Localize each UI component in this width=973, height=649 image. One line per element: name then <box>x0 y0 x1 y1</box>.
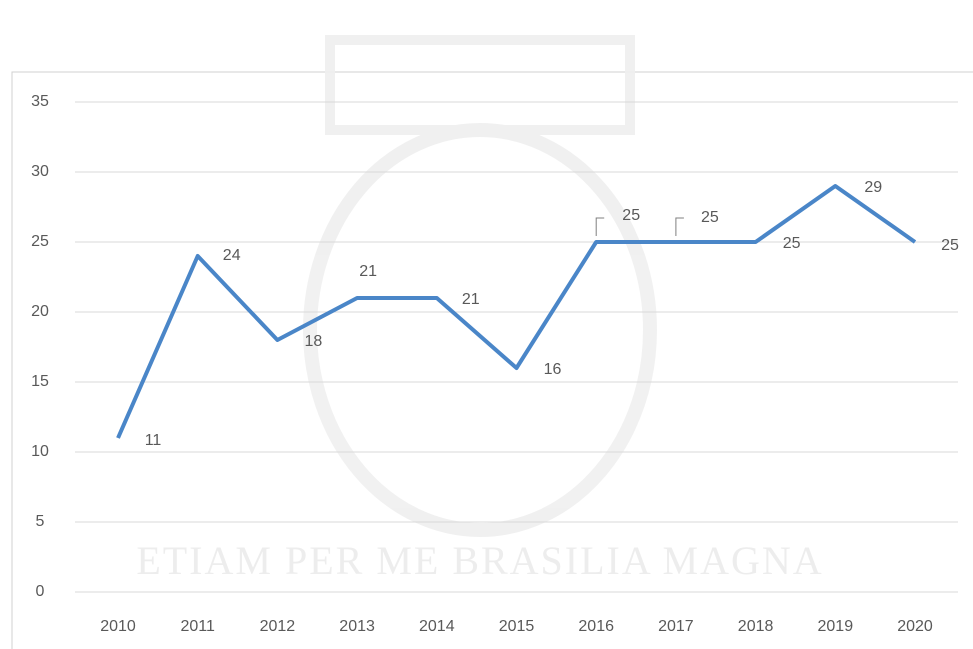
data-label: 24 <box>223 247 241 264</box>
x-tick-label: 2020 <box>897 618 933 635</box>
label-leader <box>675 217 684 236</box>
watermark-crown <box>325 35 635 135</box>
y-tick-label: 10 <box>31 443 49 460</box>
y-tick-label: 25 <box>31 233 49 250</box>
x-tick-label: 2016 <box>578 618 614 635</box>
x-tick-label: 2018 <box>738 618 774 635</box>
y-tick-label: 5 <box>36 513 45 530</box>
x-tick-label: 2017 <box>658 618 694 635</box>
data-label: 18 <box>305 333 323 350</box>
x-tick-label: 2019 <box>818 618 854 635</box>
y-tick-label: 15 <box>31 373 49 390</box>
chart-frame <box>11 71 973 649</box>
x-tick-label: 2012 <box>260 618 296 635</box>
x-tick-label: 2011 <box>180 618 215 635</box>
x-tick-label: 2015 <box>499 618 535 635</box>
x-tick-label: 2014 <box>419 618 455 635</box>
x-tick-label: 2013 <box>339 618 375 635</box>
data-label: 21 <box>359 263 377 280</box>
data-label: 25 <box>783 235 801 252</box>
y-tick-label: 30 <box>31 163 49 180</box>
watermark: ETIAM PER ME BRASILIA MAGNA <box>136 35 823 583</box>
data-label: 16 <box>544 361 562 378</box>
data-label: 21 <box>462 291 480 308</box>
y-tick-label: 0 <box>36 583 45 600</box>
watermark-text: ETIAM PER ME BRASILIA MAGNA <box>136 538 823 583</box>
y-tick-label: 20 <box>31 303 49 320</box>
x-tick-label: 2010 <box>100 618 136 635</box>
data-label: 29 <box>864 179 882 196</box>
data-label: 25 <box>622 207 640 224</box>
data-label: 25 <box>701 209 719 226</box>
label-leader <box>595 217 605 236</box>
data-label: 11 <box>145 432 162 449</box>
y-tick-label: 35 <box>31 93 49 110</box>
data-label: 25 <box>941 237 959 254</box>
watermark-shield <box>303 123 657 537</box>
line-series <box>116 184 917 439</box>
